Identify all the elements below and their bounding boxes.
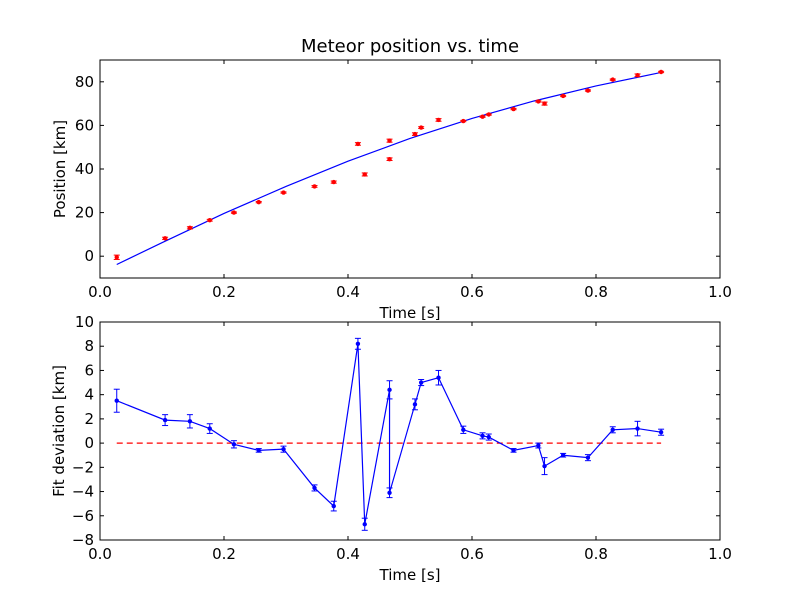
deviation-plot-area bbox=[113, 337, 665, 531]
deviation-plot-frame bbox=[99, 321, 721, 541]
deviation-point bbox=[480, 433, 485, 439]
position-chart-title: Meteor position vs. time bbox=[301, 36, 519, 57]
position-point bbox=[162, 236, 168, 241]
position-point bbox=[412, 131, 418, 137]
1-x-tick-label: 0.8 bbox=[584, 545, 608, 563]
position-point bbox=[355, 141, 361, 147]
1-x-tick-label: 0.4 bbox=[336, 545, 360, 563]
deviation-point bbox=[362, 522, 367, 527]
1-x-tick-label: 0.6 bbox=[460, 545, 484, 563]
deviation-point bbox=[387, 490, 392, 495]
position-point bbox=[362, 172, 367, 177]
1-y-tick-label: −4 bbox=[72, 483, 94, 501]
0-x-tick-label: 0.4 bbox=[336, 283, 360, 301]
deviation-y-axis-label: Fit deviation [km] bbox=[50, 365, 68, 497]
deviation-point bbox=[281, 446, 286, 452]
deviation-y-ticks: −8 −6 −4 −2 0 2 4 6 8 10 bbox=[72, 313, 720, 549]
1-x-tick-label: 0.0 bbox=[88, 545, 112, 563]
1-x-tick-label: 1.0 bbox=[708, 545, 732, 563]
deviation-point bbox=[542, 463, 547, 469]
position-point bbox=[511, 106, 516, 112]
position-point bbox=[387, 156, 392, 162]
deviation-point bbox=[511, 448, 516, 453]
position-point bbox=[610, 77, 615, 82]
deviation-point bbox=[658, 430, 664, 435]
deviation-point bbox=[187, 419, 193, 424]
position-point bbox=[207, 218, 212, 223]
1-y-tick-label: 2 bbox=[84, 410, 94, 428]
position-point bbox=[436, 117, 441, 123]
deviation-point bbox=[635, 426, 640, 431]
position-point bbox=[312, 184, 317, 189]
deviation-point bbox=[355, 341, 361, 346]
0-x-tick-label: 0.0 bbox=[88, 283, 112, 301]
position-point bbox=[585, 88, 591, 93]
0-y-tick-label: 20 bbox=[75, 204, 94, 222]
1-y-tick-label: −8 bbox=[72, 531, 94, 549]
position-x-ticks: 0.0 0.2 0.4 0.6 0.8 1.0 bbox=[88, 60, 732, 301]
position-point bbox=[418, 125, 424, 130]
1-y-tick-label: 10 bbox=[75, 313, 94, 331]
position-point bbox=[114, 255, 119, 260]
position-point bbox=[635, 73, 640, 78]
position-point bbox=[658, 69, 664, 75]
0-x-tick-label: 0.6 bbox=[460, 283, 484, 301]
deviation-x-axis-label: Time [s] bbox=[379, 566, 441, 584]
deviation-point bbox=[486, 434, 491, 440]
0-x-tick-label: 1.0 bbox=[708, 283, 732, 301]
deviation-x-ticks: 0.0 0.2 0.4 0.6 0.8 1.0 bbox=[88, 322, 732, 563]
0-x-tick-label: 0.2 bbox=[212, 283, 236, 301]
position-point bbox=[480, 114, 485, 119]
1-y-tick-label: 0 bbox=[84, 434, 94, 452]
deviation-point bbox=[412, 402, 418, 407]
0-y-tick-label: 40 bbox=[75, 160, 94, 178]
deviation-point bbox=[536, 443, 541, 448]
1-y-tick-label: −2 bbox=[72, 458, 94, 476]
position-point bbox=[387, 138, 392, 143]
1-x-tick-label: 0.2 bbox=[212, 545, 236, 563]
position-point bbox=[256, 199, 261, 205]
position-point bbox=[231, 210, 237, 215]
1-y-tick-label: 6 bbox=[84, 361, 94, 379]
0-y-tick-label: 80 bbox=[75, 73, 94, 91]
position-point bbox=[461, 118, 466, 124]
deviation-point bbox=[560, 453, 566, 458]
1-y-tick-label: 4 bbox=[84, 386, 94, 404]
deviation-point bbox=[331, 503, 336, 509]
deviation-chart: 0.0 0.2 0.4 0.6 0.8 1.0 −8 −6 −4 −2 0 2 4 6 8 10 Time … bbox=[50, 313, 732, 584]
position-point bbox=[486, 112, 491, 117]
deviation-point bbox=[231, 442, 237, 447]
deviation-point bbox=[585, 455, 591, 460]
deviation-point bbox=[114, 398, 119, 403]
deviation-point bbox=[256, 448, 261, 453]
0-y-tick-label: 60 bbox=[75, 116, 94, 134]
position-point bbox=[536, 99, 541, 104]
deviation-point bbox=[387, 387, 392, 393]
deviation-point bbox=[610, 427, 615, 432]
deviation-point bbox=[162, 417, 168, 423]
position-chart: Meteor position vs. time 0.0 0.2 0.4 0.6 0.8… bbox=[51, 36, 732, 322]
position-y-axis-label: Position [km] bbox=[51, 120, 69, 218]
deviation-point bbox=[207, 426, 212, 431]
0-y-tick-label: 0 bbox=[84, 247, 94, 265]
position-plot-area bbox=[113, 69, 665, 266]
position-point bbox=[331, 179, 336, 185]
deviation-point bbox=[312, 485, 317, 491]
position-x-axis-label: Time [s] bbox=[379, 304, 441, 322]
deviation-point bbox=[436, 375, 441, 380]
deviation-point bbox=[418, 380, 424, 385]
1-y-tick-label: 8 bbox=[84, 337, 94, 355]
position-point bbox=[542, 101, 547, 106]
0-x-tick-label: 0.8 bbox=[584, 283, 608, 301]
position-y-ticks: 0 20 40 60 80 bbox=[75, 73, 720, 265]
position-point bbox=[560, 93, 566, 99]
fit-line bbox=[116, 71, 662, 266]
position-point bbox=[187, 225, 193, 231]
1-y-tick-label: −6 bbox=[72, 507, 94, 525]
deviation-point bbox=[461, 427, 466, 432]
position-point bbox=[281, 190, 286, 195]
